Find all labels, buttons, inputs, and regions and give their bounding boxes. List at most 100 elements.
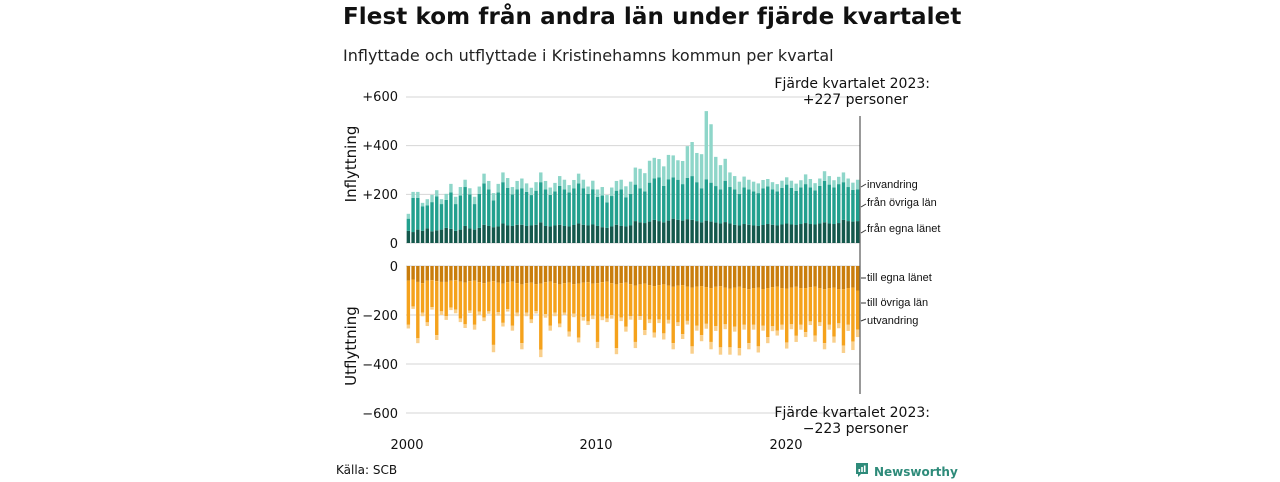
bar-in-ovriga (657, 177, 661, 222)
bar-in-ovriga (662, 185, 666, 223)
bar-out-egna (586, 266, 590, 283)
bar-in-egna (520, 224, 524, 243)
bar-in-ovriga (411, 197, 415, 233)
bar-in-egna (581, 224, 586, 243)
bar-in-egna (505, 225, 510, 243)
bar-in-ovriga (676, 179, 680, 220)
bar-in-invandring (647, 160, 652, 183)
bar-out-ovriga (799, 288, 803, 325)
bar-in-ovriga (690, 176, 694, 220)
bar-in-egna (652, 219, 656, 243)
bar-in-egna (534, 224, 538, 243)
bar-in-invandring (543, 180, 548, 190)
bar-out-egna (458, 266, 463, 282)
label-utvandring: utvandring (867, 315, 918, 327)
bar-in-ovriga (482, 183, 486, 225)
bar-in-ovriga (543, 189, 548, 226)
bar-in-egna (813, 224, 817, 243)
bar-out-ovriga (690, 287, 694, 347)
bar-in-egna (558, 224, 562, 243)
bar-out-utvandring (406, 324, 411, 329)
bar-out-utvandring (690, 346, 694, 354)
bar-in-ovriga (430, 202, 434, 232)
bar-in-egna (633, 221, 638, 243)
bar-out-ovriga (671, 286, 675, 344)
bar-out-ovriga (576, 283, 581, 338)
bar-out-egna (652, 266, 656, 287)
bar-in-egna (477, 227, 482, 243)
bar-out-utvandring (496, 312, 500, 316)
bar-in-invandring (468, 188, 472, 195)
bar-in-invandring (453, 196, 458, 205)
bar-out-egna (818, 266, 822, 289)
xtick-label: 2010 (579, 438, 612, 453)
bar-out-egna (785, 266, 789, 289)
bar-out-egna (723, 266, 727, 288)
bar-out-utvandring (638, 316, 642, 320)
bar-out-egna (666, 266, 671, 286)
bar-out-utvandring (723, 324, 727, 330)
bar-out-utvandring (841, 345, 846, 353)
bar-in-egna (444, 227, 448, 243)
bar-out-ovriga (832, 287, 836, 337)
bar-in-ovriga (742, 187, 746, 225)
bar-out-egna (685, 266, 690, 287)
bar-in-invandring (605, 195, 609, 203)
bar-out-ovriga (477, 282, 482, 312)
bar-in-ovriga (510, 194, 515, 226)
bar-out-ovriga (591, 283, 595, 316)
bar-in-invandring (529, 187, 534, 196)
bar-in-invandring (827, 176, 831, 185)
bar-in-egna (837, 223, 841, 243)
bar-out-utvandring (619, 317, 623, 322)
bar-in-invandring (732, 176, 737, 190)
bar-out-ovriga (614, 284, 619, 349)
bar-in-ovriga (766, 186, 770, 225)
bar-in-invandring (477, 186, 482, 194)
bar-in-ovriga (591, 189, 595, 225)
bar-out-ovriga (704, 287, 709, 324)
bar-in-invandring (652, 157, 656, 179)
bar-out-ovriga (420, 283, 425, 313)
bar-in-invandring (747, 179, 751, 190)
bar-out-egna (576, 266, 581, 284)
bar-in-invandring (633, 167, 638, 185)
bar-out-ovriga (425, 280, 429, 323)
xtick-label: 2000 (390, 438, 423, 453)
bar-in-egna (737, 225, 742, 243)
bar-in-ovriga (822, 180, 827, 223)
bar-in-invandring (855, 179, 860, 190)
bar-in-ovriga (439, 204, 444, 230)
bar-out-egna (647, 266, 652, 286)
bar-out-utvandring (657, 319, 661, 324)
bar-out-egna (591, 266, 595, 284)
bar-out-egna (751, 266, 756, 289)
bar-out-utvandring (808, 321, 813, 326)
bar-in-egna (799, 224, 803, 243)
bar-in-ovriga (468, 194, 472, 229)
bar-out-egna (614, 266, 619, 285)
bar-in-invandring (562, 179, 567, 190)
bar-in-ovriga (600, 195, 604, 228)
bar-out-utvandring (770, 326, 775, 332)
bar-in-egna (709, 221, 713, 243)
bar-out-egna (813, 266, 817, 287)
bar-in-ovriga (851, 189, 855, 222)
bar-out-ovriga (818, 288, 822, 323)
bar-in-invandring (610, 187, 614, 197)
bar-in-ovriga (794, 190, 798, 225)
bar-in-ovriga (761, 188, 765, 225)
bar-out-egna (543, 266, 548, 283)
bar-in-invandring (534, 182, 538, 191)
bar-in-ovriga (477, 193, 482, 228)
leader-utvandring (860, 318, 867, 322)
bar-out-utvandring (680, 334, 685, 340)
bar-in-ovriga (789, 188, 794, 225)
bar-in-invandring (472, 196, 477, 205)
bar-out-utvandring (586, 321, 590, 326)
bar-in-invandring (628, 181, 633, 194)
bar-out-ovriga (501, 283, 505, 323)
bar-in-ovriga (501, 182, 505, 224)
bar-in-invandring (487, 180, 491, 190)
bar-out-egna (837, 266, 841, 290)
